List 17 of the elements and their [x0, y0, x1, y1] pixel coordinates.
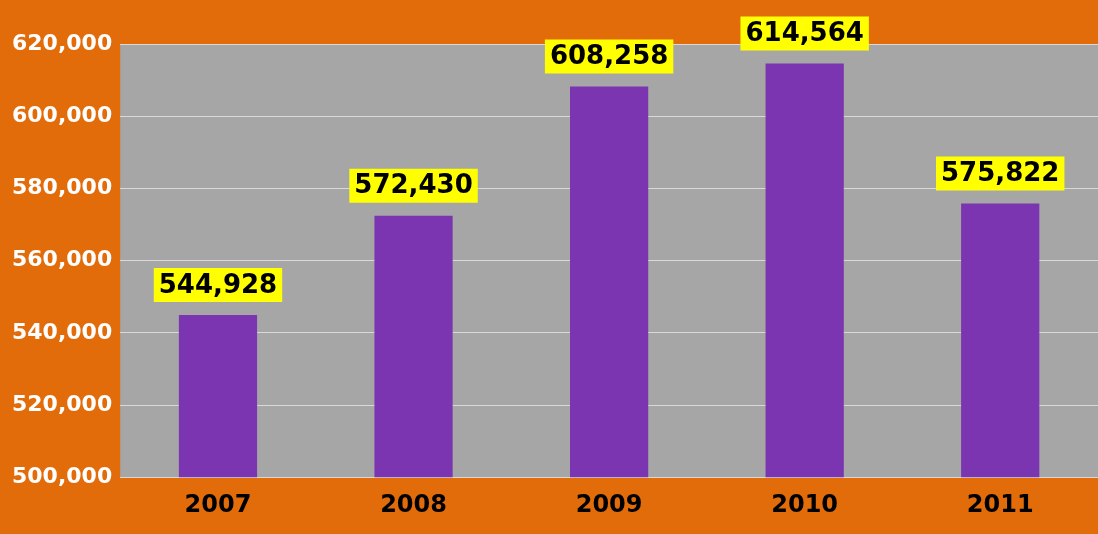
x-tick-label: 2007	[184, 489, 252, 518]
x-tick-label: 2009	[575, 489, 643, 518]
y-tick-label: 560,000	[12, 246, 113, 272]
y-tick-label: 540,000	[12, 318, 113, 344]
data-label: 608,258	[549, 40, 669, 71]
data-label: 614,564	[745, 17, 864, 48]
x-tick-label: 2011	[966, 489, 1034, 518]
data-label: 544,928	[158, 268, 278, 299]
data-label: 572,430	[354, 169, 473, 200]
x-tick-label: 2010	[771, 489, 839, 518]
y-tick-label: 600,000	[12, 101, 113, 127]
data-label: 575,822	[941, 157, 1060, 188]
y-tick-label: 620,000	[12, 29, 113, 55]
y-tick-label: 500,000	[12, 462, 113, 488]
y-tick-label: 520,000	[12, 390, 113, 416]
y-tick-label: 580,000	[12, 174, 113, 200]
x-tick-label: 2008	[380, 489, 447, 518]
